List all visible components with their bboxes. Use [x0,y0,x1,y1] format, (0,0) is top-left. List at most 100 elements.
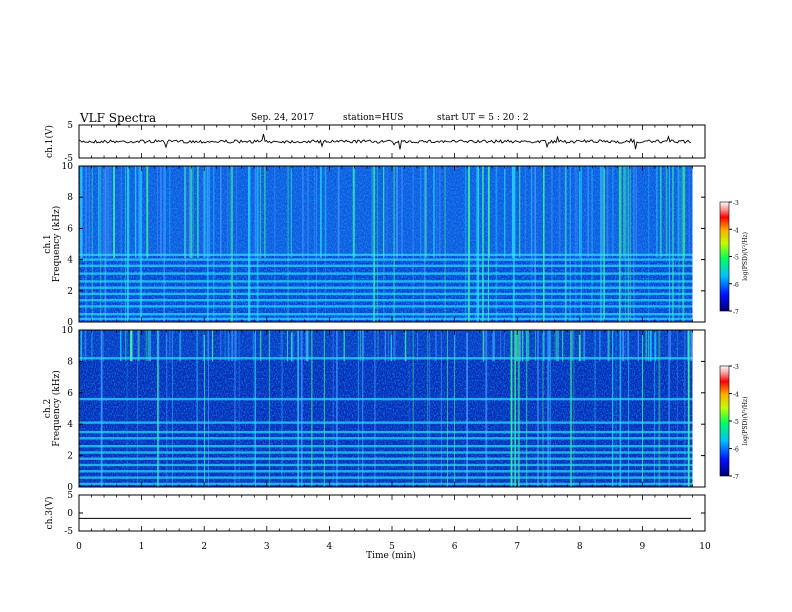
colorbar-tick-label: -3 [733,364,739,371]
y-tick-label: 4 [67,256,73,266]
sferic-streak [131,330,132,362]
sferic-streak [527,330,530,362]
sferic-streak [393,330,396,362]
sferic-streak [429,330,431,487]
sferic-streak [88,166,90,258]
sferic-streak [138,330,140,362]
sferic-streak [268,330,271,487]
sferic-streak [120,330,122,362]
sferic-streak [299,330,301,362]
sferic-streak [551,166,553,322]
sferic-streak [648,166,650,322]
sferic-streak [206,166,209,322]
sferic-streak [139,166,142,322]
y-tick-label: 8 [67,193,73,203]
sferic-streak [512,166,515,322]
sferic-streak [475,166,478,322]
sferic-streak [688,166,690,258]
panel-frame [78,494,706,532]
sferic-streak [157,166,158,258]
sferic-streak [633,166,635,322]
sferic-streak [236,166,237,322]
sferic-streak [220,166,222,258]
y-tick-label: 5 [67,491,73,501]
sferic-streak [248,166,250,322]
sferic-streak [557,330,559,362]
sferic-streak [264,166,266,258]
sferic-streak [227,166,229,258]
emission-line [79,305,693,308]
y-tick-label: 8 [67,357,73,367]
sferic-streak [438,166,441,258]
colorbar-label: log(PSD)(V²/Hz) [742,232,749,281]
colorbar-tick-label: -7 [733,309,739,316]
date-label: Sep. 24, 2017 [251,113,315,123]
sferic-streak [580,166,582,322]
sferic-streak [170,330,172,362]
sferic-streak [204,330,205,487]
sferic-streak [607,330,609,362]
ch1-colorbar: -3 -4 -5 -6 -7 log(PSD)(V²/Hz) [719,200,749,316]
sferic-streak [656,166,658,258]
sferic-streak [146,166,149,258]
sferic-streak [357,330,359,487]
emission-line [79,264,693,267]
sferic-streak [601,166,604,258]
sferic-streak [554,330,556,362]
sferic-streak [608,330,610,362]
sferic-streak [256,166,259,322]
sferic-streak [492,330,494,362]
y-tick-label: 5 [67,121,73,131]
sferic-streak [297,330,299,487]
sferic-streak [268,330,270,362]
x-axis-label: Time (min) [366,550,416,561]
sferic-streak [323,330,325,487]
emission-line [79,258,693,261]
sferic-streak [206,166,208,258]
sferic-streak [259,330,262,362]
sferic-streak [556,330,558,362]
sferic-streak [404,330,407,362]
sferic-streak [625,166,627,258]
sferic-streak [307,166,309,322]
sferic-streak [81,166,83,258]
x-tick-label: 3 [264,542,270,552]
sferic-streak [281,330,283,487]
colorbar-label: log(PSD)(V²/Hz) [742,397,749,446]
sferic-streak [423,166,426,322]
sferic-streak [619,330,622,487]
sferic-streak [209,166,211,258]
sferic-streak [642,330,643,487]
sferic-streak [512,166,513,258]
sferic-streak [306,330,309,362]
time-axis: 0 1 2 3 4 5 6 7 8 9 10 [76,542,711,552]
emission-line [79,430,693,434]
sferic-streak [525,330,528,362]
sferic-streak [293,330,295,362]
sferic-streak [653,330,655,487]
sferic-streak [676,330,678,487]
sferic-streak [658,330,661,487]
sferic-streak [383,166,385,258]
y-tick-label: 2 [67,287,73,297]
sferic-streak [224,330,226,362]
x-tick-label: 0 [76,542,82,552]
sferic-streak [254,330,256,487]
sferic-streak [138,166,140,258]
sferic-streak [687,330,689,362]
sferic-streak [526,330,528,487]
sferic-streak [578,330,581,362]
sferic-streak [376,166,378,322]
sferic-streak [108,166,110,258]
sferic-streak [100,330,103,487]
waveform-trace [78,133,692,150]
colorbar-gradient [719,365,730,477]
y-tick-label: 0 [67,318,73,328]
sferic-streak [192,166,194,258]
y-tick-label: 0 [67,483,73,493]
x-tick-label: 7 [514,542,520,552]
sferic-streak [635,166,637,258]
sferic-streak [650,330,652,362]
sferic-streak [396,166,398,258]
